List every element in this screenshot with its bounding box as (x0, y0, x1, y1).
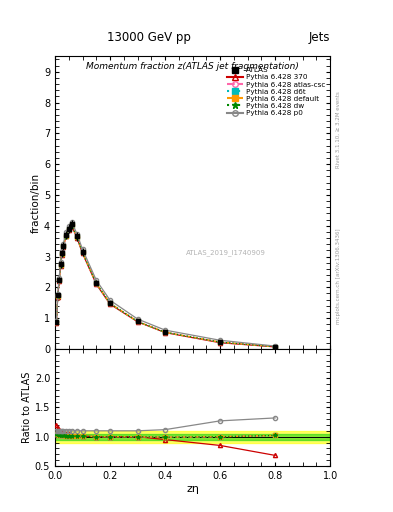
X-axis label: zη: zη (186, 483, 199, 494)
Y-axis label: Ratio to ATLAS: Ratio to ATLAS (22, 372, 32, 443)
Y-axis label: fraction/bin: fraction/bin (31, 173, 41, 232)
Text: mcplots.cern.ch [arXiv:1306.3436]: mcplots.cern.ch [arXiv:1306.3436] (336, 228, 341, 324)
Legend: ATLAS, Pythia 6.428 370, Pythia 6.428 atlas-csc, Pythia 6.428 d6t, Pythia 6.428 : ATLAS, Pythia 6.428 370, Pythia 6.428 at… (226, 66, 327, 118)
Text: ATLAS_2019_I1740909: ATLAS_2019_I1740909 (185, 249, 266, 255)
Bar (55, 431, 330, 442)
Text: Momentum fraction z(ATLAS jet fragmentation): Momentum fraction z(ATLAS jet fragmentat… (86, 62, 299, 71)
Text: 13000 GeV pp: 13000 GeV pp (107, 31, 191, 44)
Text: Jets: Jets (309, 31, 330, 44)
Text: Rivet 3.1.10, ≥ 3.2M events: Rivet 3.1.10, ≥ 3.2M events (336, 91, 341, 168)
Bar (55, 434, 330, 440)
